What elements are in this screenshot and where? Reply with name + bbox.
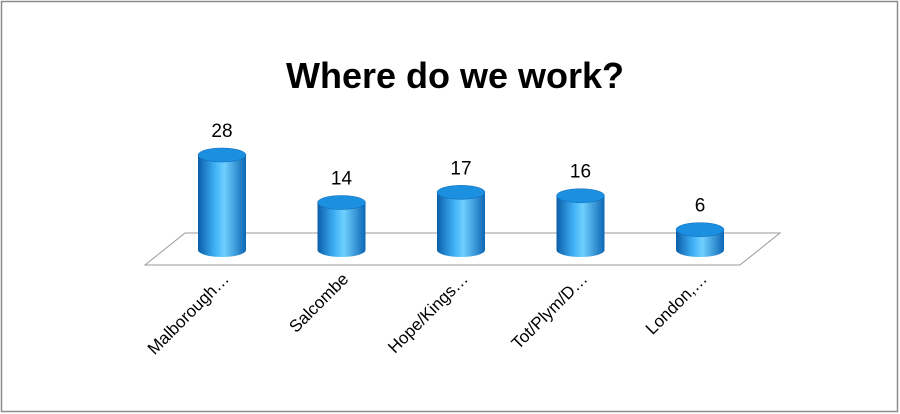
value-label: 14 (331, 169, 353, 190)
cylinder-top (556, 188, 605, 203)
cylinder-body (556, 195, 605, 257)
cylinder (317, 195, 366, 257)
value-label: 6 (695, 196, 706, 217)
cylinder-body (198, 155, 246, 257)
cylinder (197, 147, 247, 257)
cylinder (436, 185, 486, 257)
cylinder-body (437, 192, 485, 257)
cylinder-body (676, 229, 724, 257)
cylinder-top (317, 195, 366, 210)
cylinder-top (675, 222, 725, 237)
cylinder-body (317, 202, 366, 257)
cylinder (675, 222, 725, 257)
value-label: 16 (570, 162, 591, 183)
cylinder-top (436, 185, 486, 200)
chart-title: Where do we work? (286, 55, 624, 96)
value-label: 17 (450, 158, 471, 179)
cylinder (556, 188, 605, 257)
cylinder-top (197, 147, 247, 163)
value-label: 28 (211, 121, 232, 142)
